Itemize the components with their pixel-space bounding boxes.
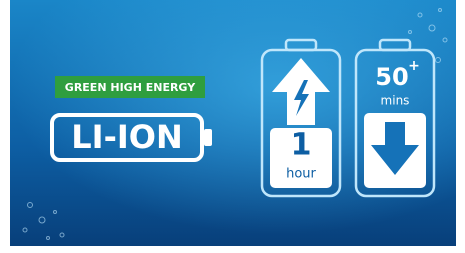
graphic: GREEN HIGH ENERGY LI-ION 1 hour 50 + min…	[0, 0, 465, 253]
li-ion-text: LI-ION	[71, 118, 182, 156]
badge-text: GREEN HIGH ENERGY	[65, 81, 196, 94]
runtime-number: 50	[375, 63, 408, 91]
charge-number: 1	[291, 128, 312, 163]
li-ion-battery-terminal	[204, 129, 212, 146]
runtime-unit: mins	[381, 94, 410, 108]
runtime-superscript: +	[408, 58, 420, 74]
charge-unit: hour	[286, 167, 316, 182]
